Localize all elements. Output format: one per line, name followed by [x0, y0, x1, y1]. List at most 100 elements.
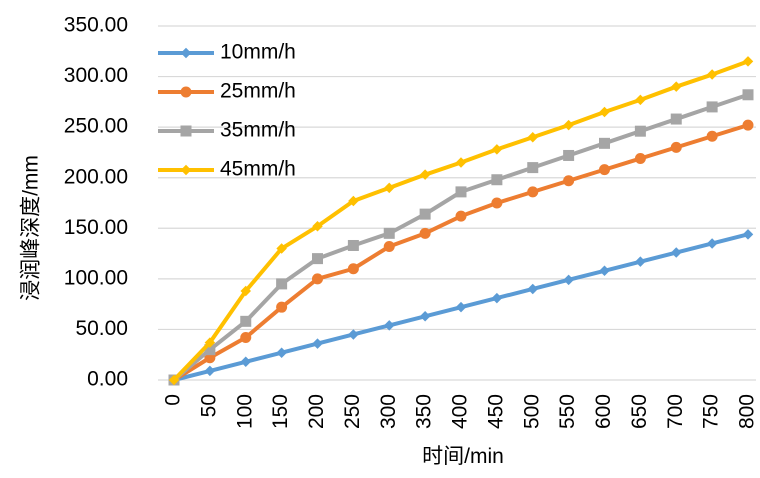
data-point	[599, 106, 610, 118]
data-point	[276, 278, 288, 290]
data-point	[671, 81, 682, 92]
data-point	[312, 338, 323, 349]
series-3	[168, 56, 754, 386]
data-point	[491, 144, 503, 155]
data-point	[419, 169, 431, 180]
data-point	[276, 243, 287, 254]
x-tick-label: 0	[162, 394, 185, 406]
legend-label: 45mm/h	[220, 158, 296, 181]
data-point	[168, 374, 180, 386]
data-point	[204, 344, 216, 356]
data-point	[563, 119, 574, 131]
data-point	[742, 89, 754, 101]
data-point	[240, 356, 251, 368]
x-axis-title: 时间/min	[422, 445, 504, 468]
data-point	[312, 273, 323, 285]
data-point	[348, 195, 359, 207]
legend-item: 10mm/h	[158, 41, 296, 64]
legend-item: 35mm/h	[158, 119, 296, 142]
data-point	[599, 137, 610, 149]
legend-item: 45mm/h	[158, 158, 296, 181]
y-tick-label: 200.00	[64, 165, 128, 188]
data-point	[527, 186, 539, 198]
x-tick-label: 700	[664, 394, 687, 429]
y-tick-label: 0.00	[87, 368, 128, 391]
data-point	[634, 152, 646, 164]
data-point	[312, 221, 323, 232]
data-point	[563, 175, 575, 187]
data-point	[563, 274, 574, 286]
data-point	[455, 210, 467, 222]
x-tick-label: 400	[449, 394, 472, 429]
data-point	[312, 253, 323, 265]
data-point	[491, 197, 503, 209]
x-tick-label: 300	[377, 394, 400, 429]
data-point	[240, 332, 252, 344]
x-tick-label: 200	[305, 394, 328, 429]
x-tick-label: 550	[556, 394, 579, 429]
data-point	[455, 186, 467, 198]
data-point	[706, 101, 718, 113]
data-point	[706, 130, 718, 142]
legend: 10mm/h 25mm/h 35mm/h 45mm/h	[158, 41, 296, 181]
data-point	[204, 365, 216, 377]
data-point	[742, 56, 754, 67]
data-point	[599, 164, 610, 176]
x-tick-label: 650	[628, 394, 651, 429]
data-point	[419, 311, 431, 322]
data-point	[383, 240, 395, 252]
x-tick-label: 800	[736, 394, 759, 429]
data-point	[527, 132, 538, 143]
data-point	[635, 94, 646, 106]
y-axis-title: 浸润峰深度/mm	[20, 155, 43, 301]
y-tick-label: 300.00	[64, 64, 128, 87]
legend-label: 35mm/h	[220, 119, 296, 142]
data-point	[742, 119, 754, 131]
x-tick-label: 100	[233, 394, 256, 429]
x-tick-label: 500	[520, 394, 543, 429]
data-point	[383, 227, 395, 239]
y-axis-ticks: 0.00 50.00 100.00 150.00 200.00 250.00 300.00 3…	[64, 14, 128, 391]
data-point	[671, 247, 682, 258]
x-tick-label: 250	[341, 394, 364, 429]
data-point	[527, 283, 538, 295]
legend-marker	[180, 125, 192, 137]
x-axis-ticks: 0 50 100 150 200 250 300 350 400 450 500 550 600 650 7…	[162, 394, 759, 429]
legend-marker	[180, 86, 192, 98]
data-point	[204, 337, 216, 348]
data-point	[706, 238, 718, 249]
series-0	[168, 229, 754, 386]
data-point	[491, 292, 503, 304]
data-point	[563, 149, 575, 161]
legend-marker	[180, 164, 192, 176]
data-point	[419, 227, 431, 239]
legend-item: 25mm/h	[158, 80, 296, 103]
data-point	[670, 141, 682, 153]
data-point	[348, 329, 359, 340]
series-layer	[168, 56, 754, 386]
series-2	[168, 89, 754, 386]
data-point	[455, 301, 467, 313]
data-point	[276, 301, 288, 313]
data-point	[240, 285, 251, 297]
data-point	[634, 125, 646, 137]
data-point	[347, 239, 359, 251]
data-point	[670, 113, 682, 125]
data-point	[276, 347, 287, 358]
y-tick-label: 50.00	[75, 317, 128, 340]
x-tick-label: 350	[413, 394, 436, 429]
data-point	[599, 265, 610, 277]
data-point	[419, 208, 431, 220]
legend-marker	[180, 47, 192, 59]
x-tick-label: 150	[269, 394, 292, 429]
y-tick-label: 250.00	[64, 115, 128, 138]
y-tick-label: 150.00	[64, 216, 128, 239]
data-point	[240, 315, 252, 327]
x-tick-label: 50	[197, 394, 220, 417]
data-point	[706, 69, 718, 80]
data-point	[347, 263, 359, 275]
x-tick-label: 600	[592, 394, 615, 429]
data-point	[742, 229, 754, 240]
